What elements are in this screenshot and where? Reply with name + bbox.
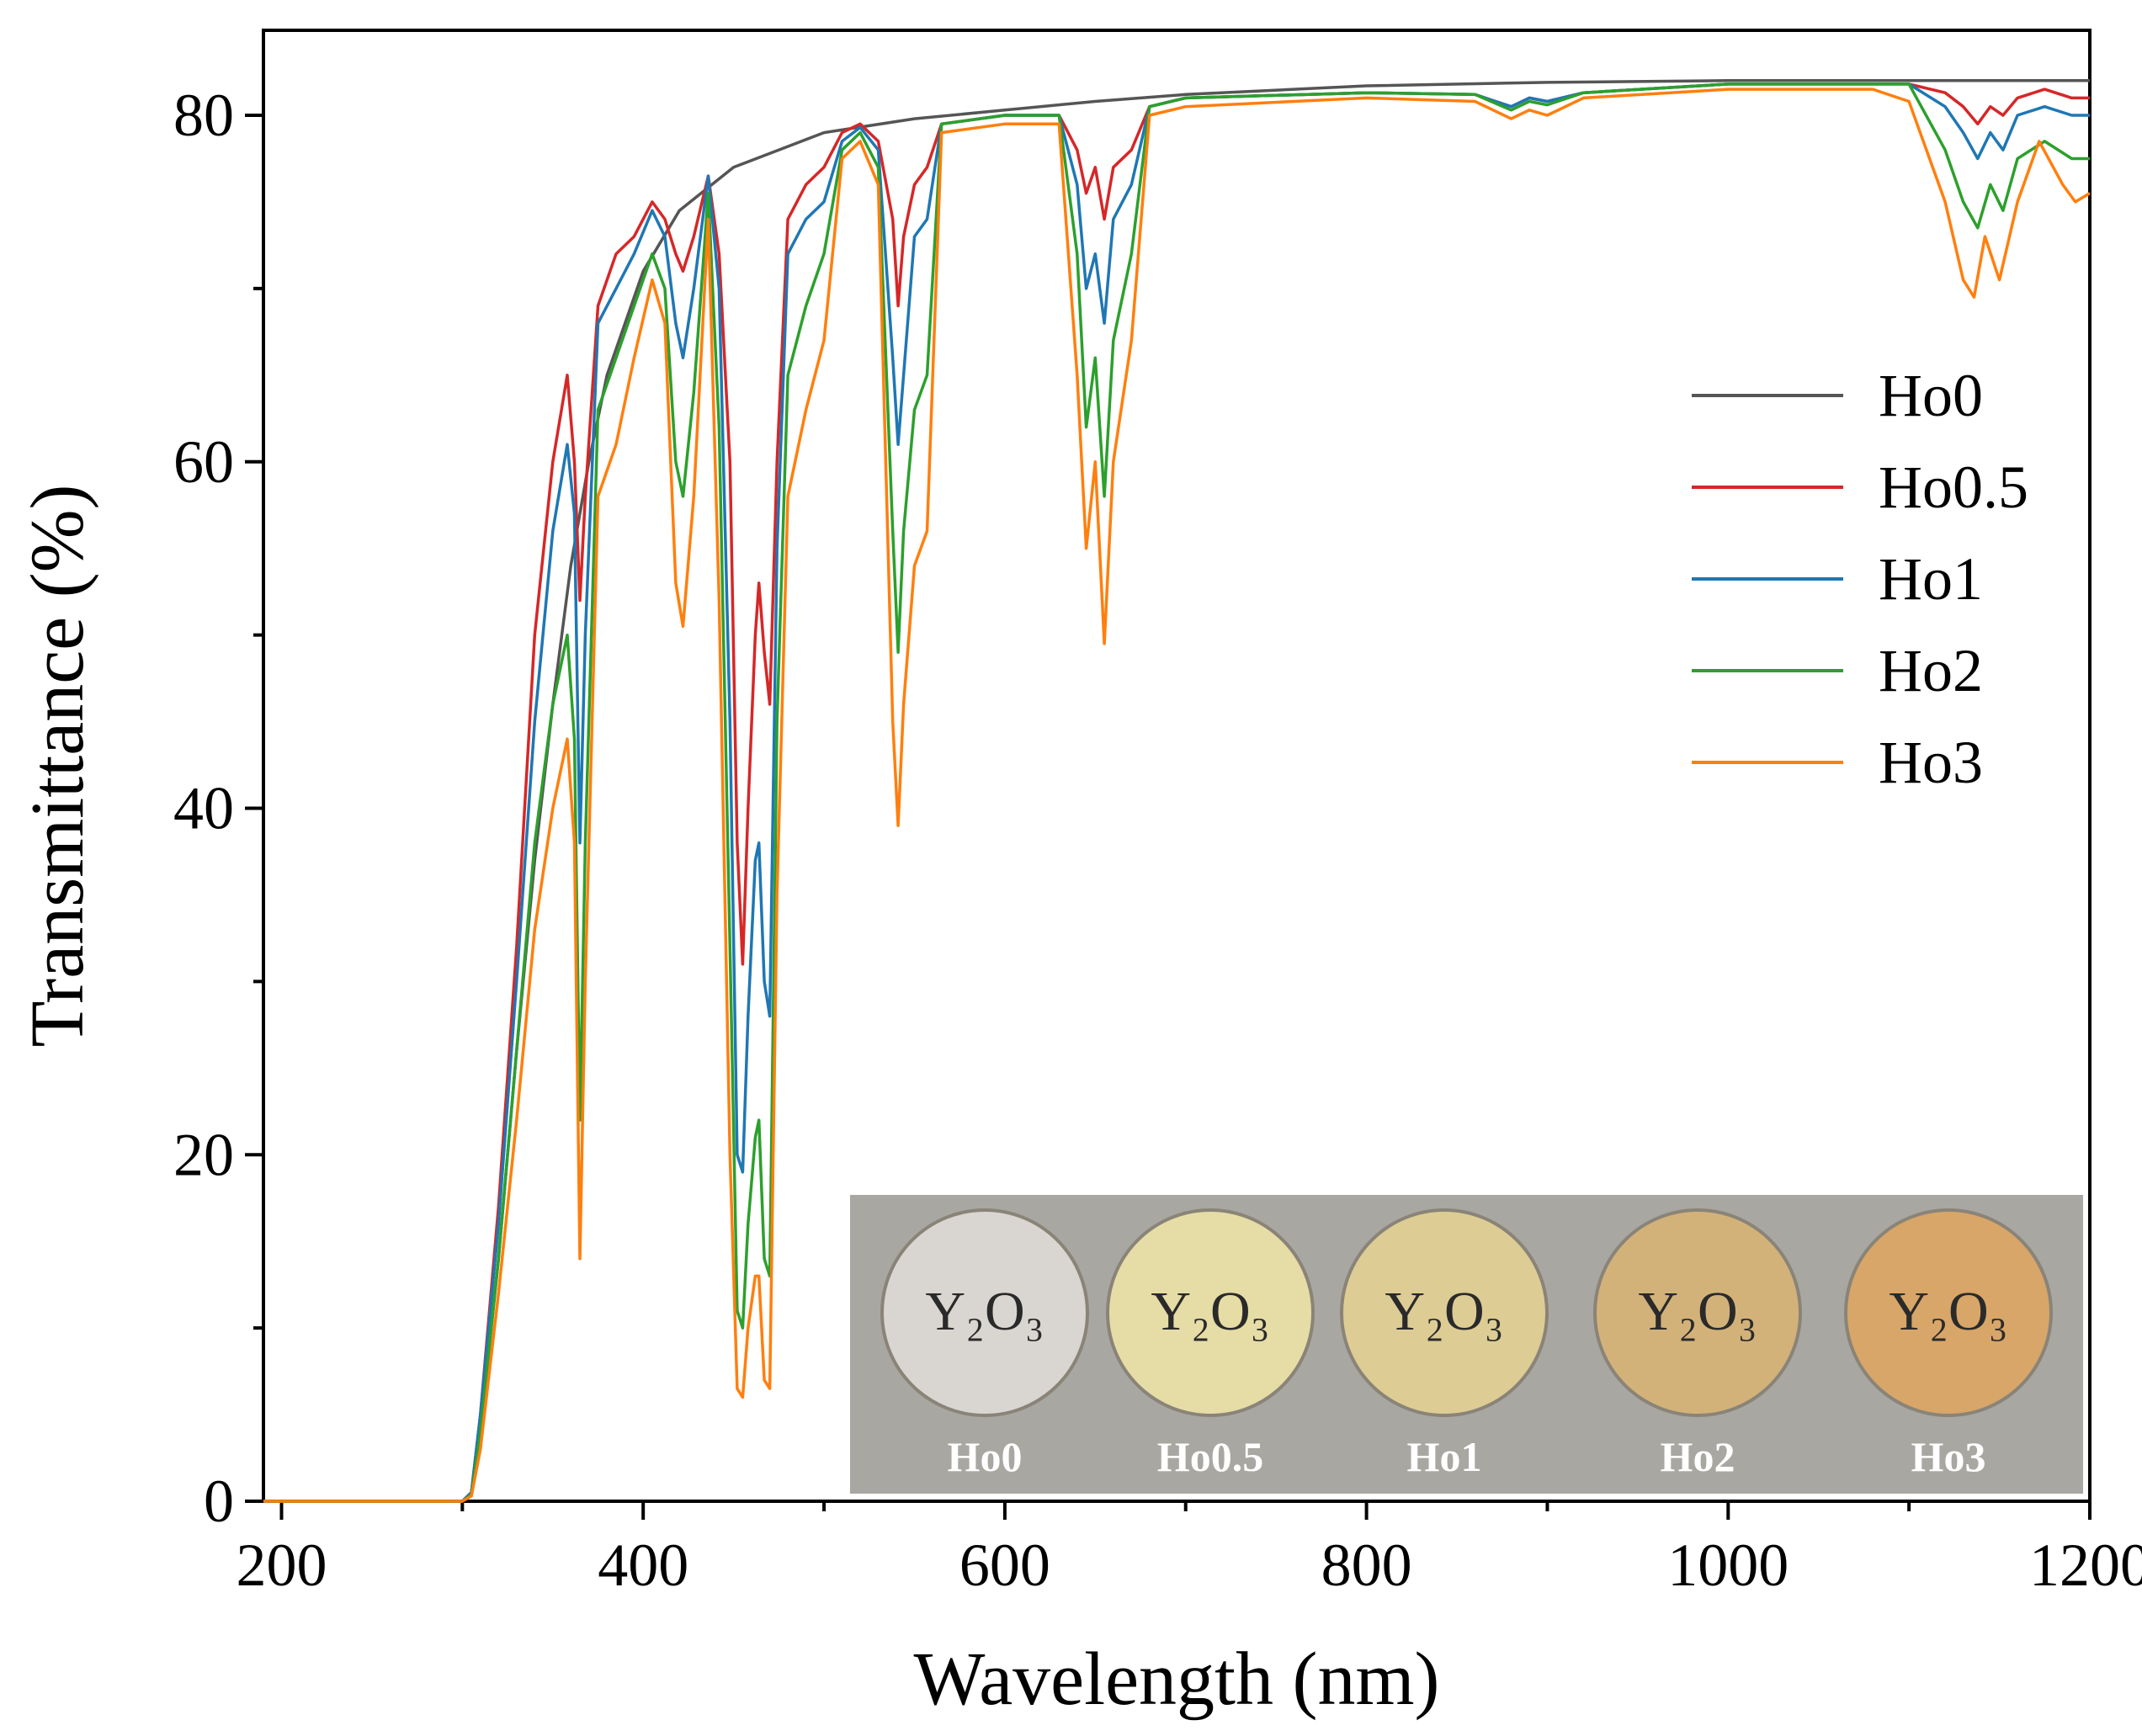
x-tick-label: 600 <box>959 1532 1050 1599</box>
sample-formula: Y₂O₃ <box>925 1281 1044 1342</box>
legend: Ho0 Ho0.5 Ho1 Ho2 Ho3 <box>1692 362 2028 796</box>
series-lines <box>263 79 2091 1503</box>
sample-formula: Y₂O₃ <box>1638 1281 1757 1342</box>
sample-formula: Y₂O₃ <box>1889 1281 2007 1342</box>
sample-label: Ho2 <box>1661 1433 1735 1480</box>
x-tick-label: 1000 <box>1667 1532 1789 1599</box>
legend-label: Ho1 <box>1879 545 1983 613</box>
sample-disc <box>1340 1208 1549 1417</box>
y-tick-label: 60 <box>173 428 234 496</box>
x-tick-label: 400 <box>598 1532 688 1599</box>
sample-disc <box>1106 1208 1315 1417</box>
sample-label: Ho0 <box>948 1433 1023 1480</box>
legend-label: Ho0.5 <box>1879 454 2028 521</box>
y-tick-label: 0 <box>204 1468 234 1535</box>
plot-frame <box>262 29 2092 1503</box>
sample-disc <box>1844 1208 2053 1417</box>
y-tick-label: 80 <box>173 82 234 149</box>
series-line-ho2 <box>263 82 2090 1503</box>
sample-photo-inset: Y₂O₃ Ho0 Y₂O₃ Ho0.5 Y₂O₃ Ho1 Y₂O₃ Ho2 Y₂O₃ Ho3 <box>850 1195 2083 1494</box>
x-tick-label: 1200 <box>2029 1532 2142 1599</box>
y-axis-ticks: 0 20 40 60 80 <box>173 82 263 1535</box>
x-tick-label: 800 <box>1321 1532 1412 1599</box>
y-axis-title: Transmittance (%) <box>16 484 99 1047</box>
x-tick-label: 200 <box>236 1532 327 1599</box>
sample-disc <box>880 1208 1089 1417</box>
y-tick-label: 20 <box>173 1121 234 1188</box>
legend-label: Ho3 <box>1879 729 1983 796</box>
sample-label: Ho1 <box>1407 1433 1482 1480</box>
sample-formula: Y₂O₃ <box>1151 1281 1269 1342</box>
x-axis-title: Wavelength (nm) <box>913 1638 1439 1721</box>
legend-label: Ho0 <box>1879 362 1983 429</box>
sample-formula: Y₂O₃ <box>1385 1281 1503 1342</box>
y-tick-label: 40 <box>173 775 234 842</box>
series-line-ho1 <box>263 82 2090 1503</box>
sample-label: Ho0.5 <box>1157 1433 1263 1480</box>
sample-disc <box>1593 1208 1802 1417</box>
series-line-ho3 <box>263 88 2091 1503</box>
legend-label: Ho2 <box>1879 637 1983 704</box>
sample-label: Ho3 <box>1911 1433 1986 1480</box>
x-axis-ticks: 200 400 600 800 1000 1200 <box>236 1501 2142 1599</box>
